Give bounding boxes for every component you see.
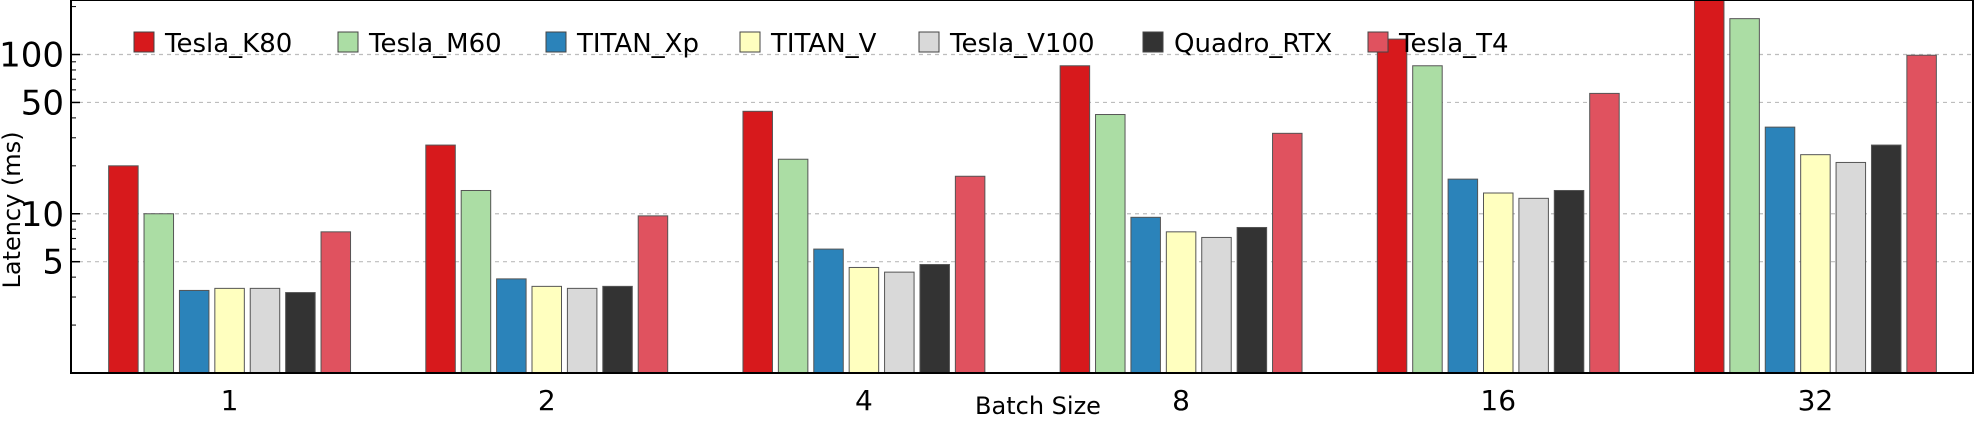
legend-swatch: [1142, 31, 1164, 53]
x-tick-label: 32: [1798, 384, 1834, 417]
bar-tesla-m60-batch-32: [1729, 18, 1760, 373]
bar-tesla-m60-batch-16: [1412, 65, 1443, 373]
legend-swatch: [545, 31, 567, 53]
bar-quadro-rtx-batch-4: [919, 264, 950, 373]
legend-label: TITAN_V: [770, 29, 877, 59]
plot-frame: [70, 0, 1974, 374]
bar-quadro-rtx-batch-2: [602, 285, 633, 373]
legend-label: Tesla_M60: [368, 29, 502, 59]
bar-tesla-k80-batch-32: [1693, 0, 1725, 373]
bar-tesla-m60-batch-1: [143, 213, 175, 373]
bar-titan-v-batch-1: [214, 287, 245, 373]
bar-tesla-k80-batch-4: [742, 110, 773, 373]
bar-tesla-t4-batch-2: [637, 215, 669, 373]
legend-swatch: [739, 31, 761, 53]
legend-label: Tesla_T4: [1398, 29, 1509, 59]
x-axis-title: Batch Size: [975, 392, 1101, 420]
bar-titan-xp-batch-32: [1764, 126, 1796, 373]
bar-quadro-rtx-batch-16: [1553, 189, 1585, 373]
grid-lines: [71, 53, 1974, 263]
bar-tesla-t4-batch-32: [1906, 54, 1937, 373]
bars: [108, 0, 1937, 373]
bar-titan-v-batch-4: [848, 266, 880, 373]
bar-titan-v-batch-32: [1800, 154, 1831, 373]
y-tick-label: 50: [21, 83, 64, 123]
bar-tesla-v100-batch-2: [566, 287, 598, 373]
bar-tesla-m60-batch-2: [460, 189, 492, 373]
y-tick-label: 100: [0, 36, 64, 76]
bar-tesla-m60-batch-8: [1095, 114, 1126, 373]
x-tick-label: 8: [1172, 384, 1190, 417]
legend-label: Tesla_K80: [164, 29, 292, 59]
bar-titan-xp-batch-4: [813, 248, 844, 373]
legend-label: TITAN_Xp: [576, 29, 699, 59]
y-axis-title: Latency (ms): [0, 131, 26, 288]
legend-swatch: [1367, 31, 1389, 53]
bar-titan-v-batch-16: [1483, 192, 1514, 373]
bar-titan-xp-batch-16: [1447, 178, 1479, 373]
legend-swatch: [337, 31, 359, 53]
bar-tesla-t4-batch-8: [1272, 132, 1303, 373]
bar-tesla-k80-batch-16: [1376, 38, 1408, 373]
legend-label: Tesla_V100: [949, 29, 1095, 59]
bar-tesla-v100-batch-32: [1835, 161, 1867, 373]
bar-tesla-m60-batch-4: [777, 158, 809, 373]
bar-titan-xp-batch-8: [1130, 216, 1161, 373]
bar-tesla-t4-batch-1: [320, 231, 352, 373]
bar-tesla-v100-batch-4: [884, 271, 915, 373]
legend: Tesla_K80 Tesla_M60 TITAN_Xp TITAN_V Tesla_V…: [133, 29, 1509, 59]
bar-tesla-v100-batch-1: [249, 287, 281, 373]
legend-swatch: [918, 31, 940, 53]
x-tick-label: 2: [538, 384, 556, 417]
bar-quadro-rtx-batch-1: [285, 292, 316, 373]
bar-tesla-v100-batch-16: [1518, 197, 1549, 373]
bar-titan-xp-batch-1: [178, 289, 210, 373]
y-tick-label: 5: [42, 243, 64, 283]
bar-quadro-rtx-batch-32: [1870, 144, 1902, 373]
bar-quadro-rtx-batch-8: [1236, 226, 1268, 373]
x-tick-label: 16: [1480, 384, 1516, 417]
x-tick-label: 4: [855, 384, 873, 417]
bar-titan-xp-batch-2: [496, 278, 527, 373]
y-tick-label: 10: [21, 195, 64, 235]
legend-swatch: [133, 31, 155, 53]
bar-tesla-k80-batch-1: [108, 165, 139, 373]
bar-tesla-k80-batch-2: [425, 144, 456, 373]
bar-tesla-t4-batch-4: [954, 175, 986, 373]
x-tick-label: 1: [221, 384, 239, 417]
bar-titan-v-batch-8: [1165, 231, 1197, 373]
bar-tesla-v100-batch-8: [1201, 236, 1232, 373]
bar-tesla-t4-batch-16: [1589, 92, 1620, 373]
bar-tesla-k80-batch-8: [1059, 65, 1091, 373]
legend-label: Quadro_RTX: [1174, 29, 1332, 59]
bar-titan-v-batch-2: [531, 285, 562, 373]
